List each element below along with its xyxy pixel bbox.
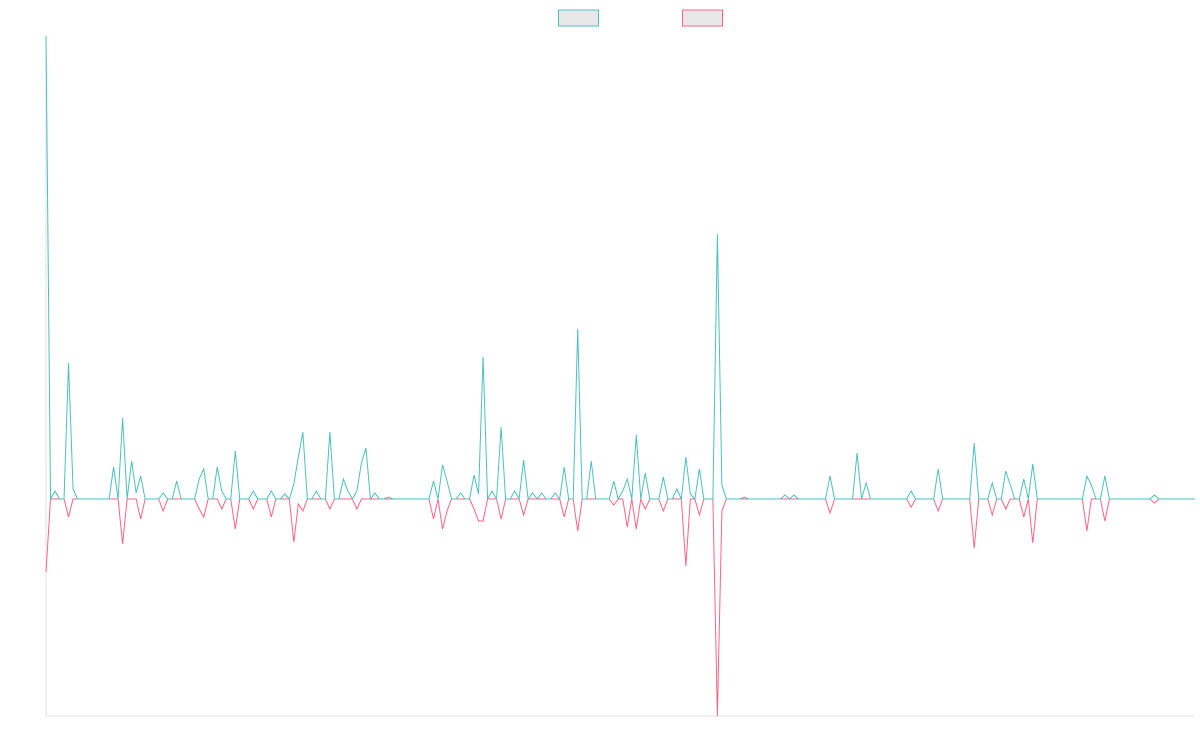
legend-swatch bbox=[682, 9, 723, 27]
data-line bbox=[45, 35, 1195, 501]
legend-swatch bbox=[558, 9, 599, 27]
data-line bbox=[45, 497, 1195, 717]
